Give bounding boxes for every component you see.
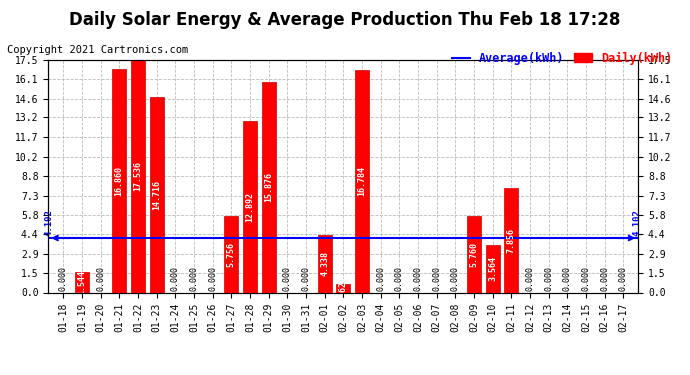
Text: 7.856: 7.856 (506, 228, 516, 253)
Text: 0.000: 0.000 (413, 266, 422, 291)
Text: 5.756: 5.756 (227, 242, 236, 267)
Bar (112, 69, 126, 292)
Bar (317, 235, 332, 292)
Text: 0.000: 0.000 (208, 266, 217, 291)
Text: 0.000: 0.000 (59, 266, 68, 291)
Text: 0.000: 0.000 (432, 266, 441, 291)
Text: 17.536: 17.536 (133, 161, 142, 191)
Text: 4.102: 4.102 (633, 209, 642, 236)
Bar (486, 245, 500, 292)
Text: 0.000: 0.000 (451, 266, 460, 291)
Text: 0.000: 0.000 (563, 266, 572, 291)
Text: 0.000: 0.000 (170, 266, 180, 291)
Text: 0.000: 0.000 (582, 266, 591, 291)
Text: Copyright 2021 Cartronics.com: Copyright 2021 Cartronics.com (7, 45, 188, 55)
Bar (224, 216, 238, 292)
Text: 0.000: 0.000 (190, 266, 199, 291)
Bar (150, 97, 164, 292)
Text: 4.102: 4.102 (45, 209, 54, 236)
Text: 0.000: 0.000 (302, 266, 310, 291)
Text: 16.860: 16.860 (115, 165, 124, 195)
Text: 15.876: 15.876 (264, 172, 273, 202)
Text: 1.544: 1.544 (77, 270, 86, 295)
Text: 0.000: 0.000 (619, 266, 628, 291)
Text: 0.000: 0.000 (376, 266, 385, 291)
Text: 4.338: 4.338 (320, 251, 329, 276)
Text: 0.620: 0.620 (339, 276, 348, 301)
Text: 0.000: 0.000 (600, 266, 609, 291)
Bar (336, 284, 351, 292)
Bar (131, 60, 145, 292)
Text: 0.000: 0.000 (395, 266, 404, 291)
Legend: Average(kWh), Daily(kWh): Average(kWh), Daily(kWh) (447, 47, 677, 70)
Text: 16.784: 16.784 (357, 166, 366, 196)
Bar (75, 272, 89, 292)
Text: 0.000: 0.000 (526, 266, 535, 291)
Text: 0.000: 0.000 (96, 266, 105, 291)
Text: 0.000: 0.000 (283, 266, 292, 291)
Text: 5.760: 5.760 (469, 242, 478, 267)
Text: 12.892: 12.892 (246, 192, 255, 222)
Bar (243, 121, 257, 292)
Text: 14.716: 14.716 (152, 180, 161, 210)
Text: 3.564: 3.564 (488, 256, 497, 281)
Bar (504, 188, 518, 292)
Bar (262, 82, 275, 292)
Text: Daily Solar Energy & Average Production Thu Feb 18 17:28: Daily Solar Energy & Average Production … (69, 11, 621, 29)
Bar (467, 216, 481, 292)
Bar (355, 69, 369, 292)
Text: 0.000: 0.000 (544, 266, 553, 291)
